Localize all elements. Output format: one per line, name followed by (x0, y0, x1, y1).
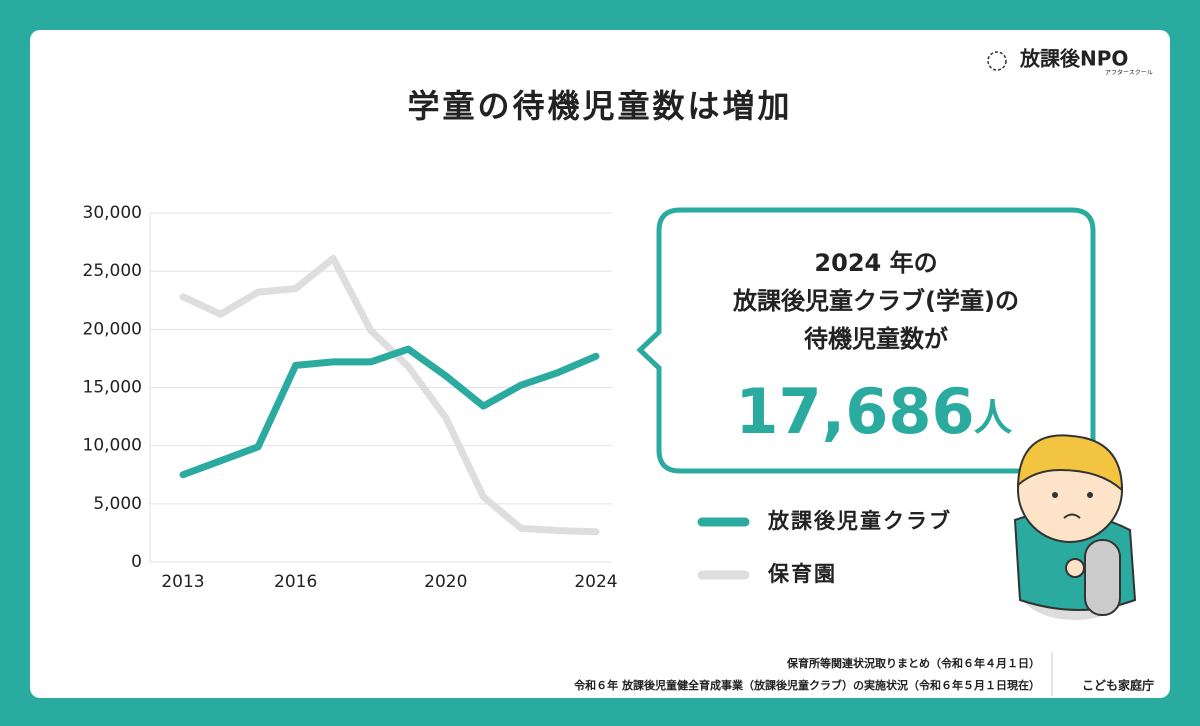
callout-value: 17,686 (735, 375, 974, 448)
logo-name: 放課後NPO (1019, 47, 1128, 71)
x-tick-label: 2016 (274, 572, 317, 592)
callout: 2024 年の 放課後児童クラブ(学童)の 待機児童数が 17,686 人 (636, 207, 1096, 474)
y-tick-label: 20,000 (83, 319, 142, 339)
hair (1016, 434, 1124, 493)
logo: 放課後NPO アフタースクール (987, 47, 1153, 77)
legend-label: 保育園 (767, 562, 837, 586)
y-tick-label: 5,000 (93, 494, 142, 514)
y-tick-label: 10,000 (83, 436, 142, 456)
y-tick-label: 30,000 (83, 203, 142, 223)
child-illustration (1013, 434, 1137, 620)
callout-line: 2024 年の (814, 249, 937, 277)
logo-sub: アフタースクール (1105, 69, 1153, 77)
source: 令和６年 放課後児童健全育成事業（放課後児童クラブ）の実施状況（令和６年５月１日… (574, 678, 1040, 692)
series-line (179, 254, 600, 536)
eye (1052, 492, 1058, 498)
hand (1065, 558, 1085, 578)
callout-unit: 人 (974, 396, 1013, 440)
mouth (1063, 513, 1081, 519)
y-tick-label: 25,000 (83, 261, 142, 281)
logo-icon (987, 51, 1007, 71)
source: 保育所等関連状況取りまとめ（令和６年４月１日） (786, 656, 1040, 670)
x-tick-label: 2013 (161, 572, 204, 592)
leg (1084, 539, 1121, 616)
chart-title: 学童の待機児童数は増加 (407, 87, 792, 125)
y-tick-label: 15,000 (83, 378, 142, 398)
callout-box (636, 207, 1096, 474)
callout-line: 放課後児童クラブ(学童)の (732, 287, 1019, 315)
panel (30, 30, 1170, 698)
x-tick-label: 2024 (574, 572, 617, 592)
plot: 0 5,000 10,000 15,000 20,000 25,000 30,000 2013… (83, 203, 618, 592)
x-tick-label: 2020 (424, 572, 467, 592)
legend-label: 放課後児童クラブ (767, 509, 952, 533)
callout-line: 待機児童数が (804, 325, 948, 353)
eye (1087, 492, 1093, 498)
agency: こども家庭庁 (1082, 678, 1154, 693)
y-tick-label: 0 (131, 552, 142, 572)
series-line (179, 345, 600, 479)
